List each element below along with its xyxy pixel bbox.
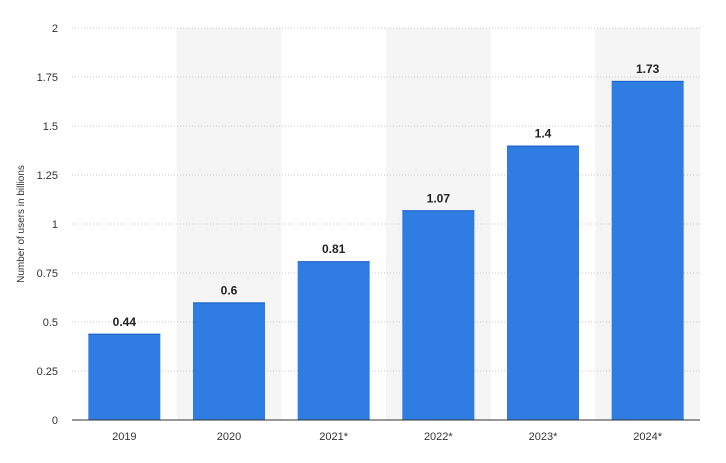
bar-2019 [88, 333, 161, 420]
x-tick-label: 2024* [633, 431, 662, 443]
data-label: 0.44 [113, 315, 137, 329]
y-tick-label: 1.25 [37, 170, 58, 182]
axes: 0 0.25 0.5 0.75 1 1.25 1.5 1.75 2 2019 2020 2021* 20… [37, 23, 700, 443]
x-tick-label: 2023* [529, 431, 558, 443]
data-label: 1.4 [535, 127, 552, 141]
y-tick-label: 1.75 [37, 72, 58, 84]
y-tick-label: 1.5 [43, 121, 58, 133]
data-label: 0.81 [322, 242, 346, 256]
bar-2022 [402, 210, 475, 420]
bars [88, 80, 684, 421]
bar-2020 [193, 302, 265, 420]
x-tick-label: 2020 [217, 431, 241, 443]
data-label: 0.6 [221, 283, 238, 297]
y-axis-title: Number of users in billions [16, 165, 27, 283]
bar-2023 [507, 145, 579, 420]
y-tick-label: 2 [52, 23, 58, 35]
data-labels: 0.44 0.6 0.81 1.07 1.4 1.73 [113, 62, 660, 329]
data-label: 1.07 [427, 191, 451, 205]
y-tick-label: 1 [52, 219, 58, 231]
data-label: 1.73 [636, 62, 660, 76]
y-tick-label: 0.25 [37, 366, 58, 378]
y-tick-label: 0.5 [43, 317, 58, 329]
x-tick-label: 2021* [319, 431, 348, 443]
bar-2024 [611, 80, 684, 421]
y-tick-label: 0 [52, 415, 58, 427]
bar-2021 [297, 261, 370, 420]
x-tick-label: 2022* [424, 431, 453, 443]
x-tick-label: 2019 [112, 431, 136, 443]
y-tick-label: 0.75 [37, 268, 58, 280]
